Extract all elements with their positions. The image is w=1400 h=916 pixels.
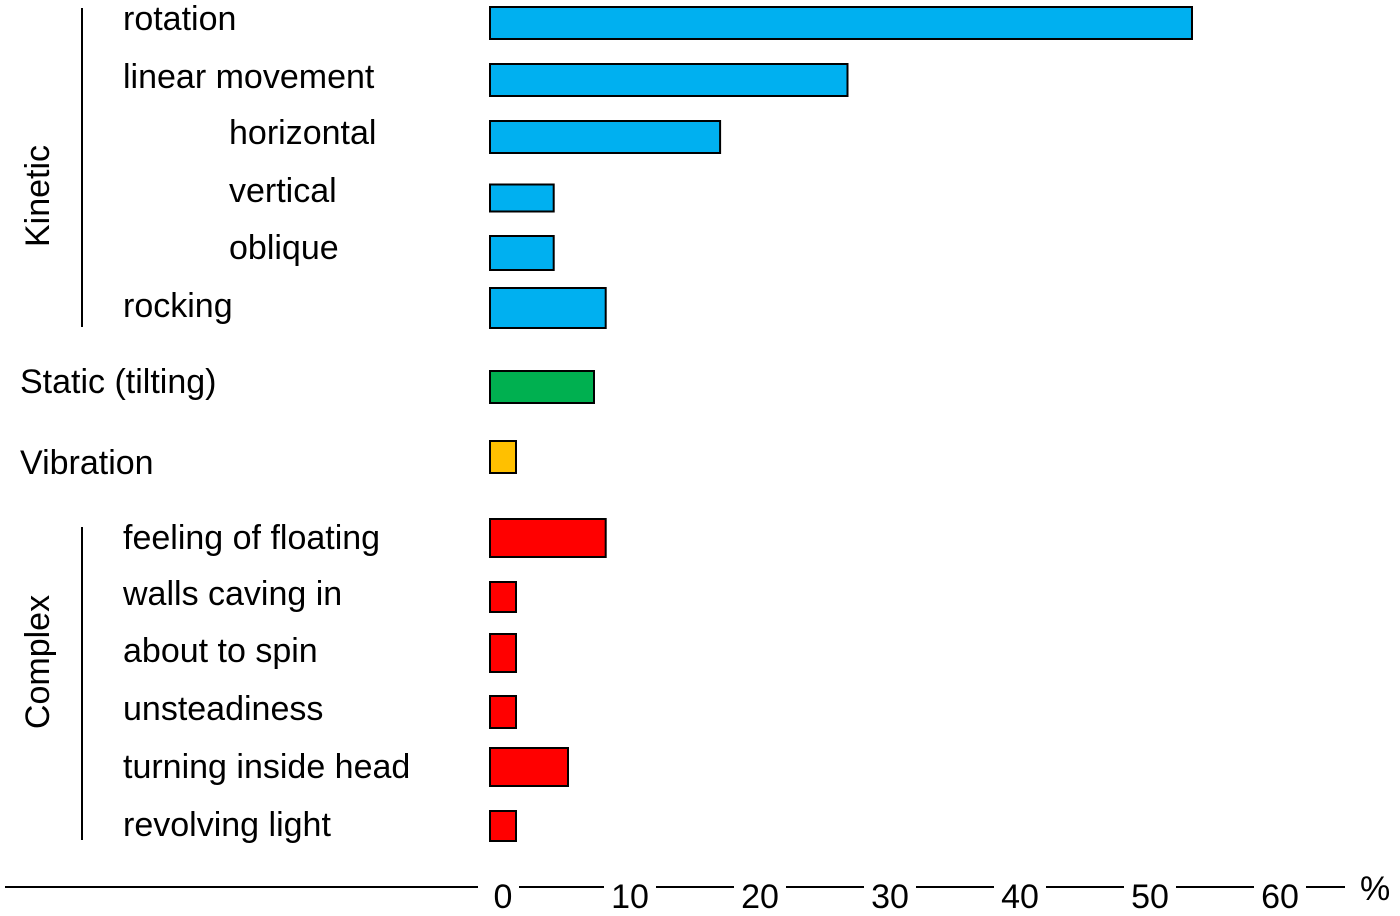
category-label-unsteadiness: unsteadiness <box>123 690 323 728</box>
x-tick-label-20: 20 <box>741 878 779 916</box>
category-label-walls-caving-in: walls caving in <box>122 575 342 613</box>
bar-rocking <box>489 287 607 329</box>
group-label-complex: Complex <box>19 595 57 729</box>
x-tick-label-10: 10 <box>611 878 649 916</box>
x-tick-label-50: 50 <box>1131 878 1169 916</box>
category-label-oblique: oblique <box>229 229 339 267</box>
bar-linear-movement <box>489 63 849 97</box>
bar-revolving-light <box>489 810 517 842</box>
bar-static-tilting <box>489 370 595 404</box>
category-label-revolving-light: revolving light <box>123 806 331 844</box>
bar-unsteadiness <box>489 695 517 729</box>
category-label-linear-movement: linear movement <box>123 58 375 96</box>
bar-vertical <box>489 183 555 213</box>
category-label-static-tilting: Static (tilting) <box>20 363 217 401</box>
category-label-rocking: rocking <box>123 287 233 325</box>
bar-turning-inside-head <box>489 747 569 787</box>
x-axis-unit: % <box>1360 870 1390 908</box>
category-label-about-to-spin: about to spin <box>123 632 318 670</box>
bar-vibration <box>489 440 517 474</box>
category-label-turning-inside-head: turning inside head <box>123 748 410 786</box>
category-label-vibration: Vibration <box>20 444 154 482</box>
bar-rotation <box>489 6 1193 40</box>
category-label-rotation: rotation <box>123 0 236 38</box>
bar-oblique <box>489 235 555 271</box>
bar-walls-caving-in <box>489 581 517 613</box>
x-tick-label-60: 60 <box>1261 878 1299 916</box>
x-tick-label-0: 0 <box>494 878 513 916</box>
category-label-horizontal: horizontal <box>229 114 376 152</box>
category-label-feeling-of-floating: feeling of floating <box>123 519 380 557</box>
bar-about-to-spin <box>489 633 517 673</box>
category-label-vertical: vertical <box>229 172 337 210</box>
x-tick-label-40: 40 <box>1001 878 1039 916</box>
group-label-kinetic: Kinetic <box>19 145 57 247</box>
x-tick-label-30: 30 <box>871 878 909 916</box>
bar-horizontal <box>489 120 722 154</box>
bar-feeling-of-floating <box>489 518 607 558</box>
